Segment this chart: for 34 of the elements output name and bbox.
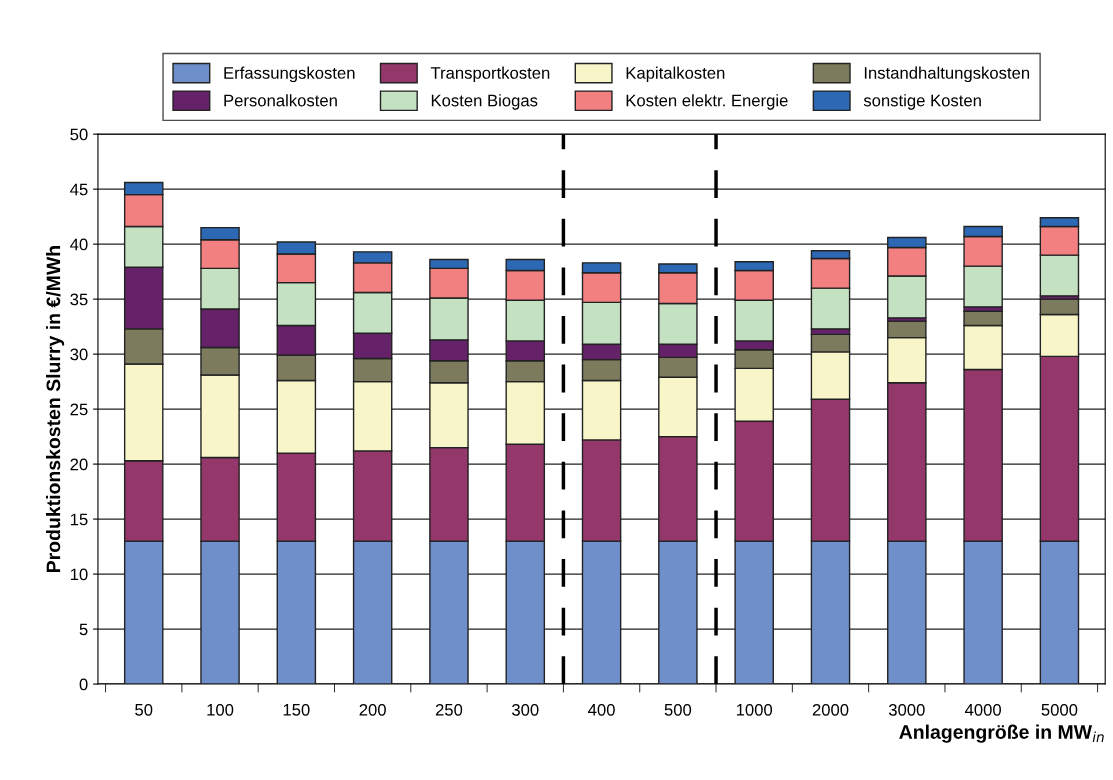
y-tick-label: 45 — [70, 183, 88, 196]
legend-label: Erfassungskosten — [224, 66, 355, 83]
legend-label: Kosten Biogas — [431, 94, 538, 110]
x-tick-label: 4000 — [964, 703, 1001, 716]
y-tick-label: 40 — [70, 238, 88, 251]
x-tick-label: 100 — [207, 703, 234, 716]
x-tick-label: 300 — [512, 703, 539, 716]
legend-label: Transportkosten — [430, 66, 550, 83]
legend-label: sonstige Kosten — [863, 94, 981, 110]
y-tick-label: 0 — [79, 678, 88, 691]
y-tick-label: 25 — [70, 403, 88, 416]
x-tick-label: 50 — [135, 703, 153, 716]
x-tick-label: 1000 — [736, 703, 773, 716]
y-tick-label: 30 — [70, 348, 88, 361]
x-tick-label: 250 — [435, 703, 463, 716]
legend-label: Instandhaltungskosten — [864, 66, 1030, 83]
legend-label: Kapitalkosten — [626, 66, 725, 83]
y-tick-label: 5 — [79, 623, 88, 636]
legend-label: Kosten elektr. Energie — [626, 94, 788, 110]
y-tick-label: 35 — [70, 293, 88, 306]
y-tick-label: 20 — [70, 458, 88, 471]
x-axis-title: Anlagengröße in MW$_{in}$ — [899, 724, 1104, 743]
x-tick-label: 500 — [664, 703, 692, 716]
x-tick-label: 3000 — [888, 703, 925, 716]
x-tick-label: 2000 — [812, 703, 849, 716]
y-tick-label: 15 — [70, 513, 88, 526]
y-axis-title: Produktionskosten Slurry in €/MWh — [46, 246, 65, 573]
x-tick-label: 5000 — [1041, 703, 1078, 716]
x-tick-label: 400 — [588, 703, 615, 716]
x-tick-label: 200 — [359, 703, 386, 716]
legend-label: Personalkosten — [224, 94, 337, 107]
x-tick-label: 150 — [283, 703, 310, 716]
y-tick-label: 50 — [70, 128, 88, 141]
y-tick-label: 10 — [70, 568, 88, 581]
